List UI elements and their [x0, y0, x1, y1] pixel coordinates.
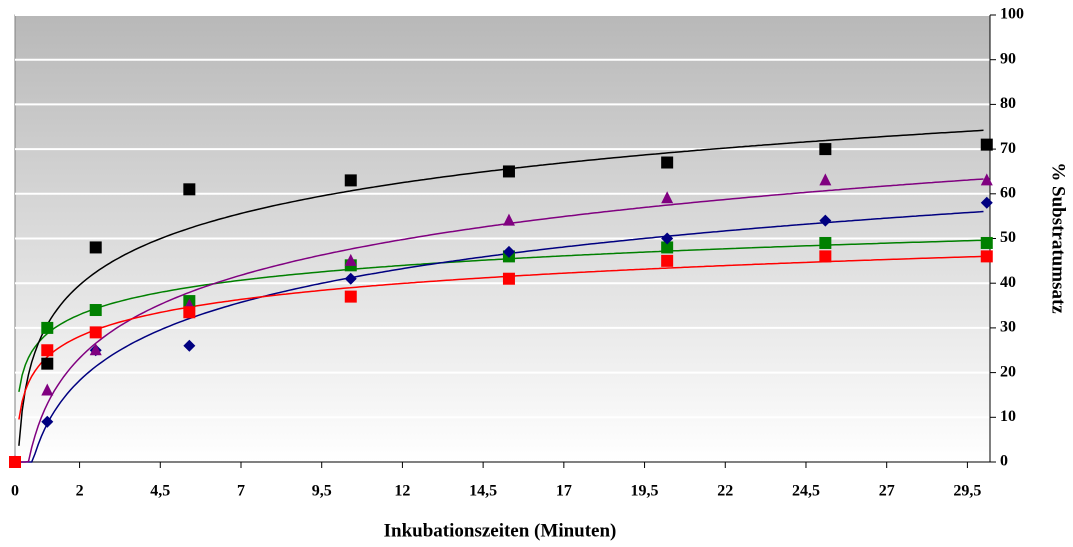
marker — [502, 213, 515, 226]
marker — [183, 306, 196, 319]
marker — [661, 254, 674, 267]
x-axis-title: Inkubationszeiten (Minuten) — [384, 520, 617, 541]
marker — [819, 173, 832, 186]
y-tick-label: 30 — [1000, 319, 1016, 336]
y-tick-label: 0 — [1000, 453, 1008, 470]
y-tick-label: 60 — [1000, 184, 1016, 201]
marker — [41, 321, 54, 334]
marker — [183, 339, 196, 352]
marker — [819, 250, 832, 263]
y-tick-label: 50 — [1000, 229, 1016, 246]
marker — [41, 344, 54, 357]
x-tick-label: 0 — [11, 483, 19, 500]
marker — [980, 138, 993, 151]
x-tick-label: 9,5 — [312, 483, 332, 500]
marker — [344, 290, 357, 303]
marker — [41, 383, 54, 396]
marker — [661, 156, 674, 169]
x-tick-label: 27 — [879, 483, 895, 500]
x-tick-label: 19,5 — [631, 483, 659, 500]
marker — [41, 357, 54, 370]
x-tick-label: 7 — [237, 483, 245, 500]
marker — [502, 272, 515, 285]
marker — [89, 241, 102, 254]
marker — [819, 214, 832, 227]
y-tick-label: 80 — [1000, 95, 1016, 112]
marker — [89, 343, 102, 356]
marker — [344, 253, 357, 266]
marker — [344, 174, 357, 187]
marker — [661, 191, 674, 204]
y-tick-label: 90 — [1000, 50, 1016, 67]
x-tick-label: 12 — [394, 483, 410, 500]
x-tick-label: 22 — [717, 483, 733, 500]
marker — [89, 304, 102, 317]
marker — [344, 272, 357, 285]
y-tick-label: 20 — [1000, 363, 1016, 380]
marker — [89, 326, 102, 339]
marker — [661, 241, 674, 254]
marker — [980, 236, 993, 249]
trendline — [18, 178, 984, 463]
marker — [502, 245, 515, 258]
marker — [41, 415, 54, 428]
x-tick-label: 14,5 — [469, 483, 497, 500]
marker — [980, 250, 993, 263]
marker — [502, 165, 515, 178]
y-tick-label: 70 — [1000, 140, 1016, 157]
y-tick-label: 10 — [1000, 408, 1016, 425]
x-tick-label: 24,5 — [792, 483, 820, 500]
x-tick-label: 2 — [76, 483, 84, 500]
y-axis-title: % Substratumsatz — [1048, 162, 1069, 314]
y-tick-label: 100 — [1000, 6, 1024, 23]
x-tick-label: 29,5 — [953, 483, 981, 500]
marker — [183, 183, 196, 196]
marker — [819, 143, 832, 156]
trendline — [18, 129, 984, 446]
x-tick-label: 17 — [556, 483, 572, 500]
marker — [980, 173, 993, 186]
marker — [661, 232, 674, 245]
x-tick-label: 4,5 — [150, 483, 170, 500]
marker — [9, 456, 21, 468]
marker — [819, 236, 832, 249]
y-tick-label: 40 — [1000, 274, 1016, 291]
marker — [980, 196, 993, 209]
